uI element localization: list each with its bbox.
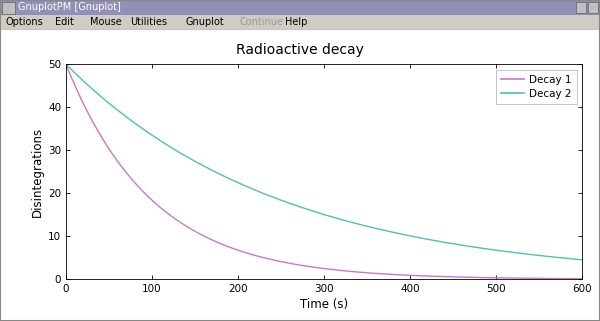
Text: Mouse: Mouse — [90, 17, 122, 27]
Text: Continue: Continue — [240, 17, 284, 27]
Legend: Decay 1, Decay 2: Decay 1, Decay 2 — [496, 70, 577, 104]
Text: Utilities: Utilities — [130, 17, 167, 27]
Text: Gnuplot: Gnuplot — [185, 17, 224, 27]
Text: Options: Options — [5, 17, 43, 27]
Bar — [1, 15, 599, 29]
Y-axis label: Disintegrations: Disintegrations — [31, 127, 44, 217]
Text: GnuplotPM [Gnuplot]: GnuplotPM [Gnuplot] — [18, 3, 121, 13]
Bar — [588, 2, 598, 13]
X-axis label: Time (s): Time (s) — [300, 298, 348, 311]
Text: Help: Help — [285, 17, 307, 27]
Text: Radioactive decay: Radioactive decay — [236, 43, 364, 57]
Bar — [2, 2, 15, 14]
Bar — [576, 2, 586, 13]
Text: Edit: Edit — [55, 17, 74, 27]
Bar — [1, 1, 599, 15]
